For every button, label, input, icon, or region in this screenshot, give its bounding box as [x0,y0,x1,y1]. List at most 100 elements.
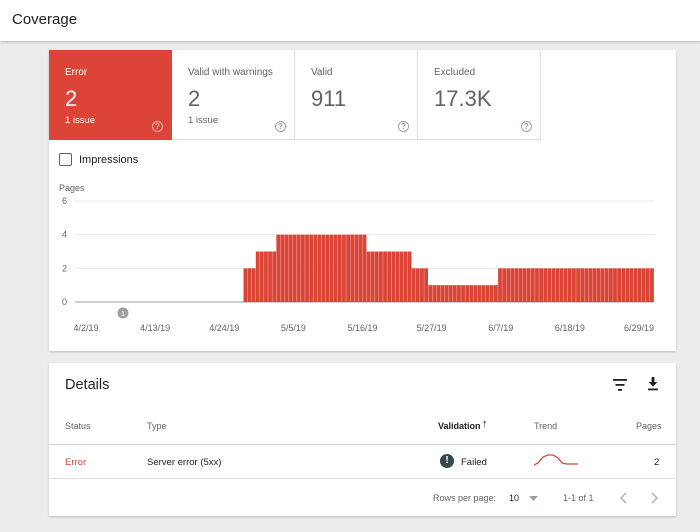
previous-page-icon[interactable] [618,491,630,505]
rows-per-page-label: Rows per page: [433,493,497,503]
chart-bar [259,251,264,302]
column-header-validation[interactable]: Validation [438,421,481,431]
chart-bar [637,268,642,302]
tile-error[interactable]: Error 2 1 issue ? [49,50,172,140]
column-header-pages[interactable]: Pages [636,421,662,431]
chart-bar [391,251,396,302]
help-icon[interactable]: ? [521,121,532,132]
chart-bar [432,285,437,302]
next-page-icon[interactable] [648,491,660,505]
chart-bar [305,234,309,302]
chart-bar [526,268,531,302]
x-tick-label: 4/13/19 [140,323,170,333]
chart-bar [576,268,580,302]
annotation-marker [117,307,129,319]
chart-bar [563,268,568,302]
rows-per-page-value: 10 [509,493,520,503]
chart-bar [633,268,638,302]
chart-bar [424,268,428,302]
chart-bar [255,251,260,302]
chart-bar [650,268,654,302]
y-tick-label: 0 [62,297,67,307]
chart-bar [584,268,589,302]
chart-bar [543,268,548,302]
tile-value: 2 [65,86,78,111]
chart-bar [600,268,605,302]
chart-bar [477,285,482,302]
help-icon[interactable]: ? [275,121,286,132]
tile-label: Excluded [434,67,476,78]
chart-bar [301,234,305,302]
chart-bar [342,234,346,302]
tile-valid-with-warnings[interactable]: Valid with warnings 2 1 issue ? [172,50,295,140]
y-tick-label: 4 [62,230,67,240]
x-tick-label: 6/18/19 [555,323,585,333]
chart-bar [292,234,297,302]
chart-bar [514,268,519,302]
chart-bar [452,285,457,302]
chart-bar [645,268,650,302]
chart-bar [469,285,474,302]
chart-bar [264,251,268,302]
chart-bar [444,285,449,302]
chart-bar [457,285,461,302]
chart-bar [629,268,634,302]
chart-bar [535,268,539,302]
chart-bar [465,285,470,302]
chart-bar [580,268,585,302]
filter-icon[interactable] [610,375,630,395]
chart-bar [518,268,523,302]
tile-excluded[interactable]: Excluded 17.3K ? [418,50,541,140]
chart-bar [510,268,515,302]
dropdown-arrow-icon [529,496,538,501]
sort-ascending-icon[interactable]: ↑ [482,418,488,430]
column-header-type[interactable]: Type [147,421,167,431]
chart-bar [641,268,646,302]
chart-bar [567,268,572,302]
x-tick-label: 4/24/19 [209,323,239,333]
chart-bar [333,234,338,302]
chart-bar [325,234,330,302]
chart-bar [387,251,392,302]
chart-bar [428,285,433,302]
chart-bar [407,251,412,302]
chart-bar [481,285,486,302]
chart-bar [448,285,453,302]
y-axis-label: Pages [59,183,85,193]
chart-bar [551,268,556,302]
x-tick-label: 4/2/19 [73,323,98,333]
x-tick-label: 6/7/19 [488,323,513,333]
tile-label: Valid [311,67,333,78]
column-header-trend: Trend [534,421,558,431]
chart-bar [461,285,465,302]
chart-bar [530,268,535,302]
chart-bar [572,268,576,302]
chart-bar [296,234,301,302]
page-title: Coverage [12,11,78,28]
chart-bar [280,234,285,302]
row-status: Error [65,457,87,468]
help-icon[interactable]: ? [152,121,163,132]
x-tick-label: 5/16/19 [347,323,377,333]
chart-bar [588,268,593,302]
row-validation: Failed [461,457,487,468]
help-icon[interactable]: ? [398,121,409,132]
impressions-checkbox[interactable] [59,153,72,166]
chart-bar [268,251,272,302]
chart-bar [440,285,445,302]
chart-bar [415,268,420,302]
chart-bar [403,251,408,302]
trend-sparkline [534,454,578,466]
chart-bar [321,234,326,302]
coverage-chart: Pages 0 2 4 6 4/2/19 4/13/19 4/24/19 5/5/19 5/16/… [59,183,654,333]
chart-bar [547,268,552,302]
chart-bar [436,285,441,302]
chart-bar [346,234,350,302]
column-header-status[interactable]: Status [65,421,91,431]
summary-card: Error 2 1 issue ? Valid with warnings 2 … [49,50,676,351]
x-tick-label: 6/29/19 [624,323,654,333]
chart-bar [362,234,367,302]
download-icon[interactable] [643,374,663,394]
chart-bar [473,285,478,302]
tile-valid[interactable]: Valid 911 ? [295,50,418,140]
